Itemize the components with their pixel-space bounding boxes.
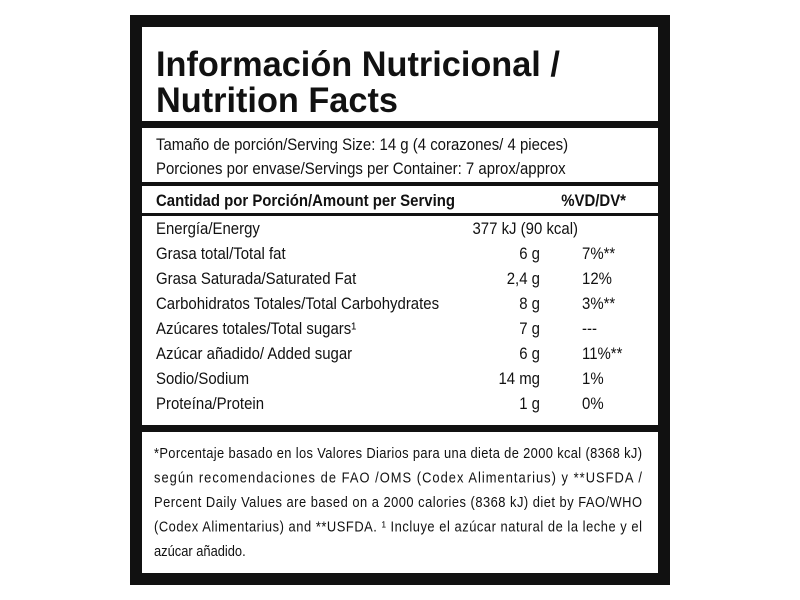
nutrient-name: Azúcares totales/Total sugars¹: [156, 320, 356, 338]
divider: [142, 121, 658, 128]
serving-info: Porciones por envase/Servings per Contai…: [156, 160, 566, 178]
nutrient-name: Proteína/Protein: [156, 395, 264, 413]
nutrient-name: Azúcar añadido/ Added sugar: [156, 345, 353, 363]
nutrient-amount: 377 kJ (90 kcal): [472, 220, 578, 238]
nutrient-name: Carbohidratos Totales/Total Carbohydrate…: [156, 295, 439, 313]
nutrient-amount: 8 g: [519, 295, 540, 313]
daily-value: ---: [582, 320, 597, 338]
nutrient-amount: 2,4 g: [507, 270, 540, 288]
serving-info: Tamaño de porción/Serving Size: 14 g (4 …: [156, 136, 568, 154]
footnote: azúcar añadido.: [154, 542, 246, 559]
nutrient-amount: 6 g: [519, 245, 540, 263]
nutrient-name: Grasa Saturada/Saturated Fat: [156, 270, 357, 288]
column-header: Cantidad por Porción/Amount per Serving: [156, 192, 455, 210]
column-header: %VD/DV*: [561, 192, 627, 210]
divider: [142, 213, 658, 216]
footnote: *Porcentaje basado en los Valores Diario…: [154, 444, 642, 461]
nutrient-amount: 7 g: [519, 320, 540, 338]
daily-value: 0%: [582, 395, 604, 413]
nutrient-name: Energía/Energy: [156, 220, 260, 238]
nutrient-amount: 1 g: [519, 395, 540, 413]
footnote: Percent Daily Values are based on a 2000…: [154, 493, 642, 510]
title: Nutrition Facts: [156, 82, 398, 120]
nutrient-amount: 6 g: [519, 345, 540, 363]
divider: [142, 425, 658, 432]
outer-border: [130, 15, 670, 585]
daily-value: 1%: [582, 370, 604, 388]
footnote: según recomendaciones de FAO /OMS (Codex…: [154, 469, 642, 486]
nutrient-amount: 14 mg: [498, 370, 540, 388]
daily-value: 11%**: [582, 345, 622, 363]
footnote: (Codex Alimentarius) and **USFDA. ¹ Incl…: [154, 518, 642, 535]
nutrient-name: Sodio/Sodium: [156, 370, 249, 388]
divider: [142, 182, 658, 186]
daily-value: 12%: [582, 270, 612, 288]
title: Información Nutricional /: [156, 46, 560, 84]
daily-value: 3%**: [582, 295, 615, 313]
daily-value: 7%**: [582, 245, 615, 263]
nutrient-name: Grasa total/Total fat: [156, 245, 286, 263]
